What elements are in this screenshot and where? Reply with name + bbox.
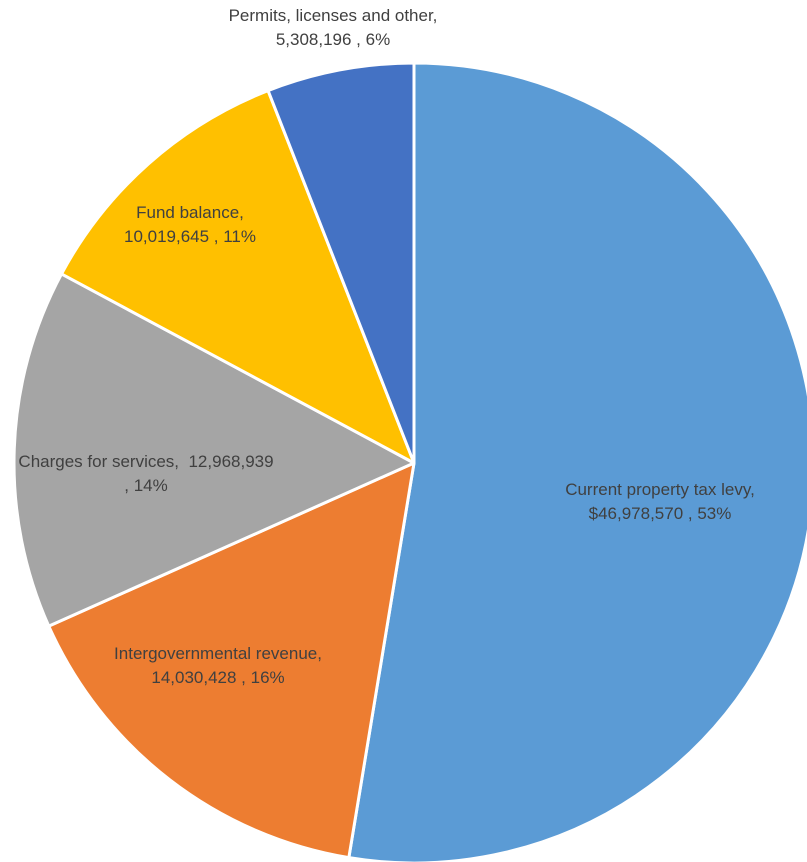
data-label-line: 14,030,428 , 16%: [151, 668, 284, 687]
data-label-line: 5,308,196 , 6%: [276, 30, 390, 49]
data-label-line: $46,978,570 , 53%: [589, 504, 732, 523]
pie-slice: [47, 461, 416, 860]
data-label: Current property tax levy, $46,978,570 , …: [565, 480, 755, 523]
data-label-line: Permits, licenses and other,: [229, 6, 438, 25]
data-label-line: Intergovernmental revenue,: [114, 644, 322, 663]
pie-slice: [347, 61, 807, 862]
data-label: Permits, licenses and other, 5,308,196 , …: [229, 6, 438, 49]
data-labels: Current property tax levy, $46,978,570 , …: [18, 6, 754, 687]
data-label-line: Fund balance,: [136, 203, 244, 222]
data-label-line: Current property tax levy,: [565, 480, 755, 499]
data-label-line: Charges for services, 12,968,939: [18, 452, 273, 471]
pie-slice: [60, 89, 416, 465]
pie-slice: [266, 61, 416, 465]
pie-slices: [12, 61, 807, 862]
data-label: Fund balance, 10,019,645 , 11%: [124, 203, 256, 246]
data-label: Charges for services, 12,968,939 , 14%: [18, 452, 273, 495]
data-label: Intergovernmental revenue, 14,030,428 , 1…: [114, 644, 322, 687]
data-label-line: , 14%: [124, 476, 167, 495]
data-label-line: 10,019,645 , 11%: [124, 227, 256, 246]
pie-slice: [12, 272, 416, 628]
